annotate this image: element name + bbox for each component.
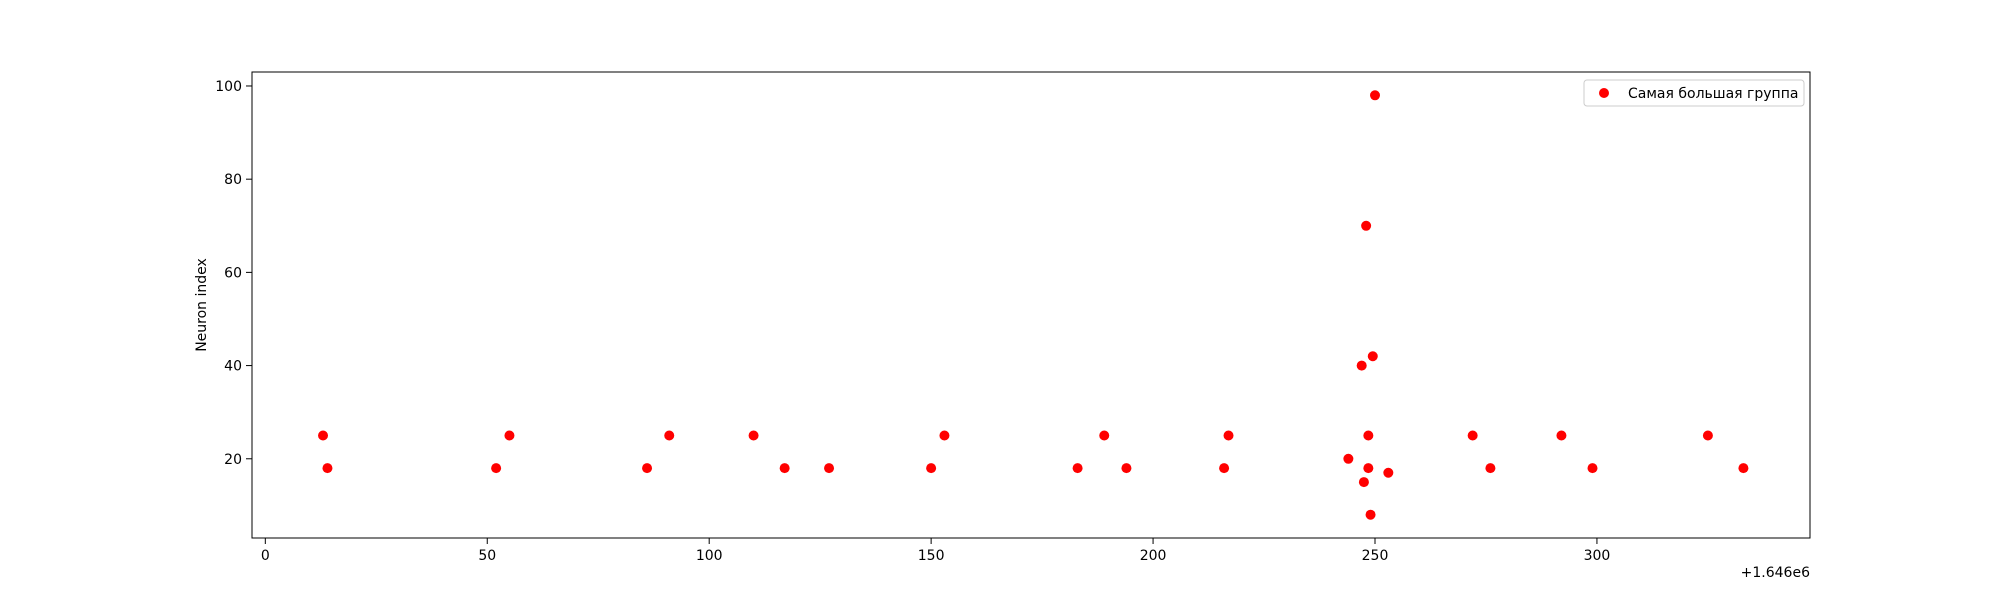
data-point: [1702, 430, 1713, 441]
data-point: [1099, 430, 1110, 441]
data-point: [491, 463, 502, 474]
data-point: [318, 430, 329, 441]
data-point: [1587, 463, 1598, 474]
x-tick-label: 100: [696, 548, 723, 564]
data-points: [318, 90, 1749, 520]
legend-box: [1583, 79, 1805, 107]
data-point: [939, 430, 950, 441]
data-point: [1365, 509, 1376, 520]
data-point: [1223, 430, 1234, 441]
data-point: [1467, 430, 1478, 441]
data-point: [1358, 477, 1369, 488]
data-point: [1738, 463, 1749, 474]
data-point: [779, 463, 790, 474]
data-point: [1361, 220, 1372, 231]
x-axis-ticks: 0 50 100 150 200 250 300: [261, 538, 1610, 564]
x-tick-label: 250: [1362, 548, 1389, 564]
y-tick-label: 80: [224, 172, 242, 188]
data-point: [748, 430, 759, 441]
x-tick-label: 0: [261, 548, 270, 564]
data-point: [1072, 463, 1083, 474]
data-point: [1363, 463, 1374, 474]
plot-frame: [251, 71, 1811, 539]
data-point: [1485, 463, 1496, 474]
x-axis-offset-label: +1.646e6: [1741, 565, 1810, 581]
data-point: [642, 463, 653, 474]
data-point: [824, 463, 835, 474]
y-tick-label: 60: [224, 265, 242, 281]
legend: Самая большая группа: [1583, 79, 1805, 107]
data-point: [1121, 463, 1132, 474]
plot-area: [252, 72, 1810, 538]
data-point: [1367, 351, 1378, 362]
x-tick-label: 300: [1584, 548, 1611, 564]
y-tick-label: 20: [224, 452, 242, 468]
data-point: [664, 430, 675, 441]
x-tick-label: 50: [478, 548, 496, 564]
data-point: [1363, 430, 1374, 441]
data-point: [926, 463, 937, 474]
data-point: [322, 463, 333, 474]
y-tick-label: 40: [224, 359, 242, 375]
y-tick-label: 100: [215, 79, 242, 95]
data-point: [1219, 463, 1230, 474]
x-tick-label: 200: [1140, 548, 1167, 564]
legend-marker: [1599, 88, 1609, 98]
y-axis-ticks: 20 40 60 80 100: [215, 79, 252, 468]
data-point: [1343, 453, 1354, 464]
data-point: [504, 430, 515, 441]
x-tick-label: 150: [918, 548, 945, 564]
data-point: [1356, 360, 1367, 371]
legend-entry-label: Самая большая группа: [1628, 86, 1798, 102]
data-point: [1556, 430, 1567, 441]
data-point: [1370, 90, 1380, 101]
y-axis-label: Neuron index: [194, 258, 210, 352]
data-point: [1383, 467, 1394, 478]
